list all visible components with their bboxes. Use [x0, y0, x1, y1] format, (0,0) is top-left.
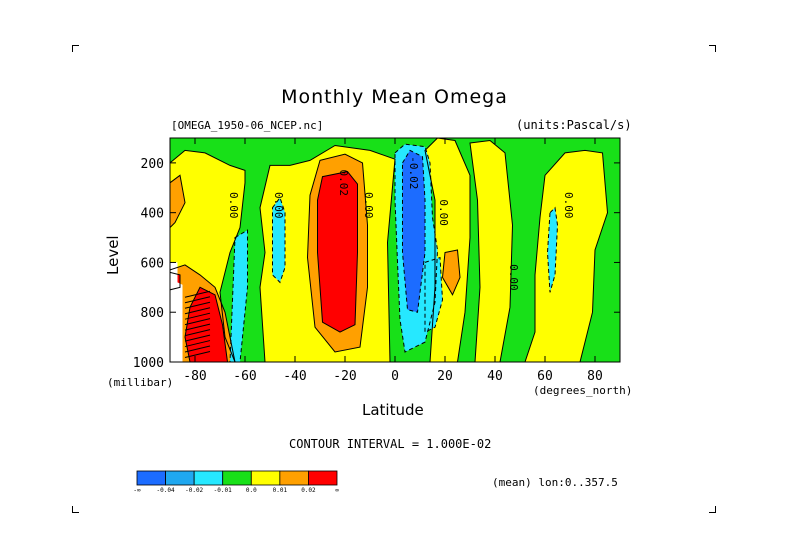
dense-contour-4 — [184, 312, 211, 320]
dense-contour-6 — [184, 323, 211, 331]
legend-swatch-3 — [222, 470, 252, 486]
x-tick-label-8: 80 — [587, 369, 603, 384]
contour-line-18 — [546, 206, 559, 293]
dense-contour-8 — [184, 334, 211, 342]
contour-interval-label: CONTOUR INTERVAL = 1.000E-02 — [289, 437, 492, 451]
contour-label-7: 0.00 — [562, 192, 575, 219]
legend-swatch-0 — [136, 470, 166, 486]
legend-label-6: 0.02 — [301, 487, 316, 494]
contour-line-9 — [170, 271, 181, 291]
chart-title: Monthly Mean Omega — [281, 86, 508, 108]
dataset-label: [OMEGA_1950-06_NCEP.nc] — [171, 119, 324, 132]
region-yellow-4 — [470, 140, 513, 362]
legend-label-7: ∞ — [335, 487, 339, 494]
y-tick-label-2: 600 — [141, 256, 164, 271]
legend-label-5: 0.01 — [273, 487, 288, 494]
x-tick-label-5: 20 — [437, 369, 453, 384]
contour-label-5: 0.00 — [437, 199, 450, 226]
contour-line-2 — [259, 144, 396, 362]
contour-line-3 — [424, 138, 471, 362]
contour-line-6 — [170, 264, 236, 362]
contour-line-12 — [441, 249, 461, 296]
y-tick-label-0: 200 — [141, 157, 164, 172]
x-tick-label-6: 40 — [487, 369, 503, 384]
region-yellow-5 — [525, 150, 608, 362]
y-axis-units: (millibar) — [107, 376, 174, 389]
contour-line-10 — [306, 153, 368, 353]
region-cyan-15 — [272, 197, 285, 283]
legend-swatch-6 — [308, 470, 338, 486]
contour-label-4: -0.02 — [407, 156, 420, 189]
legend-label-0: -∞ — [133, 487, 141, 494]
crop-mark-bottom-right — [709, 506, 716, 513]
region-cyan-17 — [425, 257, 443, 333]
legend-label-2: -0.02 — [185, 487, 203, 494]
x-axis-label: Latitude — [362, 401, 424, 419]
legend-swatch-1 — [165, 470, 195, 486]
y-tick-label-3: 800 — [141, 306, 164, 321]
contour-line-1 — [170, 149, 246, 362]
region-orange-12 — [442, 250, 460, 295]
contour-label-1: 0.00 — [272, 192, 285, 219]
dense-contour-9 — [184, 340, 211, 348]
legend-swatch-4 — [250, 470, 281, 486]
x-tick-label-2: -40 — [283, 369, 306, 384]
y-tick-label-1: 400 — [141, 207, 164, 222]
dense-contour-7 — [184, 329, 211, 337]
contour-line-11 — [317, 171, 358, 333]
contour-line-16 — [229, 229, 248, 362]
contour-line-7 — [170, 174, 186, 229]
x-axis-units: (degrees_north) — [533, 384, 633, 397]
contour-label-6: 0.00 — [507, 264, 520, 291]
dense-contour-3 — [184, 307, 211, 315]
contour-line-13 — [394, 143, 439, 353]
contour-line-5 — [524, 149, 609, 362]
dense-contour-5 — [184, 318, 211, 326]
contour-label-0: 0.00 — [227, 192, 240, 219]
crop-mark-bottom-left — [72, 506, 79, 513]
x-tick-label-3: -20 — [333, 369, 356, 384]
x-tick-label-0: -80 — [183, 369, 206, 384]
contour-label-2: 0.02 — [337, 170, 350, 197]
footer-label: (mean) lon:0..357.5 — [492, 476, 618, 489]
legend-label-3: -0.01 — [214, 487, 232, 494]
region-blue-14 — [402, 150, 425, 313]
contour-line-14 — [402, 149, 426, 313]
x-tick-label-4: 0 — [391, 369, 399, 384]
x-tick-label-1: -60 — [233, 369, 256, 384]
dense-contour-11 — [184, 351, 211, 359]
region-orange-7 — [170, 175, 185, 228]
crop-mark-top-right — [709, 45, 716, 52]
y-tick-label-4: 1000 — [133, 356, 164, 371]
region-red-11 — [317, 171, 358, 333]
legend-swatch-2 — [193, 470, 224, 486]
dense-contour-2 — [184, 301, 211, 309]
dense-contour-10 — [184, 345, 211, 353]
contour-line-4 — [469, 139, 514, 362]
legend-swatch-5 — [279, 470, 309, 486]
dense-contour-1 — [184, 296, 211, 304]
contour-line-17 — [424, 256, 444, 333]
legend-label-4: 0.0 — [246, 487, 257, 494]
dense-contour-0 — [184, 290, 211, 298]
units-label: (units:Pascal/s) — [516, 118, 632, 132]
legend-label-1: -0.04 — [157, 487, 175, 494]
x-tick-label-7: 60 — [537, 369, 553, 384]
contour-label-3: 0.00 — [362, 192, 375, 219]
crop-mark-top-left — [72, 45, 79, 52]
